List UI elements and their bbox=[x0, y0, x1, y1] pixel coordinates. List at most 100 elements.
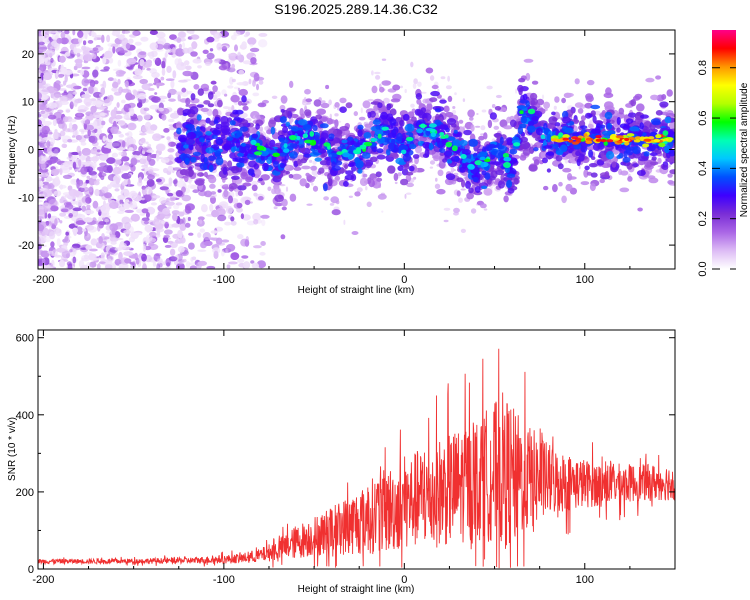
spectrogram-ridge-blob bbox=[616, 127, 621, 133]
spectrogram-noise-blob bbox=[139, 213, 146, 216]
spectrogram-noise-blob bbox=[38, 217, 41, 222]
spectrogram-noise-blob bbox=[72, 91, 77, 95]
spectrogram-ridge-blob bbox=[447, 95, 453, 102]
spectrogram-noise-blob bbox=[129, 261, 136, 265]
spectrogram-noise-blob bbox=[178, 79, 188, 83]
spectrogram-noise-blob bbox=[164, 229, 173, 235]
spectrogram-ridge-blob bbox=[392, 84, 401, 91]
spectrogram-noise-blob bbox=[209, 203, 214, 212]
spectrogram-noise-blob bbox=[218, 201, 229, 209]
spectrogram-noise-blob bbox=[141, 83, 151, 90]
spectrogram-ridge-blob bbox=[443, 105, 450, 113]
spectrogram-noise-blob bbox=[38, 103, 41, 111]
spectrogram-ridge-blob bbox=[231, 175, 240, 180]
spectrogram-noise-blob bbox=[92, 69, 99, 78]
spectrogram-ridge-blob bbox=[188, 169, 194, 178]
spectrogram-noise-blob bbox=[271, 95, 278, 100]
spectrogram-noise-blob bbox=[73, 228, 78, 236]
spectrogram-ridge-blob bbox=[591, 156, 596, 161]
spectrogram-noise-blob bbox=[138, 51, 147, 56]
spectrogram-noise-blob bbox=[98, 209, 102, 216]
spectrogram-ridge-blob bbox=[285, 170, 291, 175]
spectrogram-noise-blob bbox=[197, 65, 202, 69]
spectrogram-noise-blob bbox=[123, 190, 130, 197]
spectrogram-ridge-blob bbox=[345, 102, 353, 109]
spectrogram-noise-blob bbox=[231, 78, 236, 83]
spectrogram-ridge-blob bbox=[397, 172, 402, 177]
spectrogram-ridge-blob bbox=[190, 51, 198, 57]
spectrogram-noise-blob bbox=[59, 67, 68, 75]
spectrogram-noise-blob bbox=[167, 148, 175, 153]
spectrogram-ridge-blob bbox=[227, 160, 233, 168]
spectrogram-noise-blob bbox=[311, 169, 318, 176]
spectrogram-noise-blob bbox=[98, 236, 103, 244]
spectrogram-noise-blob bbox=[47, 114, 57, 120]
spectrogram-ridge-blob bbox=[327, 173, 332, 180]
spectrogram-noise-blob bbox=[452, 109, 457, 115]
spectrogram-ridge-blob bbox=[519, 154, 527, 161]
spectrogram-noise-blob bbox=[100, 252, 105, 259]
spectrogram-noise-blob bbox=[481, 109, 487, 113]
spectrogram-noise-blob bbox=[228, 261, 238, 265]
spectrogram-noise-blob bbox=[141, 164, 149, 168]
spectrogram-noise-blob bbox=[121, 181, 128, 187]
spectrogram-noise-blob bbox=[149, 231, 157, 237]
spectrogram-noise-blob bbox=[57, 73, 64, 78]
spectrogram-noise-blob bbox=[59, 212, 67, 217]
spectrogram-noise-blob bbox=[256, 83, 259, 91]
spectrogram-noise-blob bbox=[145, 141, 149, 145]
spectrogram-noise-blob bbox=[176, 37, 182, 43]
spectrogram-noise-blob bbox=[100, 120, 106, 126]
spectrogram-ridge-blob bbox=[357, 168, 363, 174]
spectrogram-noise-blob bbox=[258, 80, 264, 85]
spectrogram-noise-blob bbox=[374, 71, 381, 75]
spectrogram-noise-blob bbox=[163, 167, 169, 174]
spectrogram-noise-blob bbox=[243, 261, 251, 269]
spectrogram-noise-blob bbox=[383, 97, 390, 104]
spectrogram-noise-blob bbox=[54, 218, 58, 226]
spectrogram-noise-blob bbox=[38, 82, 43, 89]
spectrogram-noise-blob bbox=[365, 186, 368, 191]
spectrogram-ridge-blob bbox=[588, 163, 598, 168]
spectrogram-noise-blob bbox=[259, 251, 266, 256]
spectrogram-noise-blob bbox=[211, 210, 219, 218]
spectrogram-noise-blob bbox=[493, 125, 500, 130]
spectrogram-ridge-blob bbox=[193, 84, 200, 90]
spectrogram-noise-blob bbox=[328, 99, 332, 106]
spectrogram-noise-blob bbox=[103, 66, 110, 71]
spectrogram-ridge-blob bbox=[542, 157, 548, 164]
spectrogram-noise-blob bbox=[241, 41, 247, 48]
spectrogram-noise-blob bbox=[233, 31, 241, 37]
spectrogram-noise-blob bbox=[141, 129, 147, 133]
spectrogram-ridge-blob bbox=[228, 195, 233, 204]
spectrogram-noise-blob bbox=[68, 189, 78, 197]
spectrogram-ridge-blob bbox=[403, 162, 410, 170]
spectrogram-ridge-blob bbox=[339, 106, 347, 113]
spectrogram-ridge-blob bbox=[236, 202, 243, 209]
spectrogram-noise-blob bbox=[366, 201, 372, 208]
spectrogram-ridge-blob bbox=[362, 100, 371, 109]
spectrogram-ridge-blob bbox=[182, 70, 193, 77]
spectrogram-noise-blob bbox=[123, 251, 134, 256]
spectrogram-noise-blob bbox=[191, 41, 198, 50]
spectrogram-noise-blob bbox=[59, 167, 63, 175]
spectrogram-noise-blob bbox=[413, 78, 418, 85]
spectrogram-ridge-blob bbox=[650, 94, 659, 101]
spectrogram-noise-blob bbox=[94, 114, 101, 118]
spectrogram-ridge-blob bbox=[634, 117, 643, 125]
spectrogram-noise-blob bbox=[99, 162, 107, 167]
spectrogram-noise-blob bbox=[230, 252, 240, 260]
spectrogram-noise-blob bbox=[47, 266, 54, 269]
spectrogram-ridge-blob bbox=[299, 108, 304, 117]
spectrogram-noise-blob bbox=[453, 207, 460, 214]
spectrogram-ridge-blob bbox=[208, 175, 217, 184]
spectrogram-noise-blob bbox=[64, 51, 71, 57]
spectrogram-noise-blob bbox=[56, 247, 66, 253]
spectrogram-noise-blob bbox=[141, 253, 147, 262]
spectrogram-ridge-blob bbox=[630, 99, 637, 107]
spectrogram-noise-blob bbox=[128, 147, 134, 152]
spectrogram-ridge-blob bbox=[618, 107, 625, 115]
spectrogram-noise-blob bbox=[235, 190, 239, 197]
spectrogram-noise-blob bbox=[41, 89, 50, 92]
